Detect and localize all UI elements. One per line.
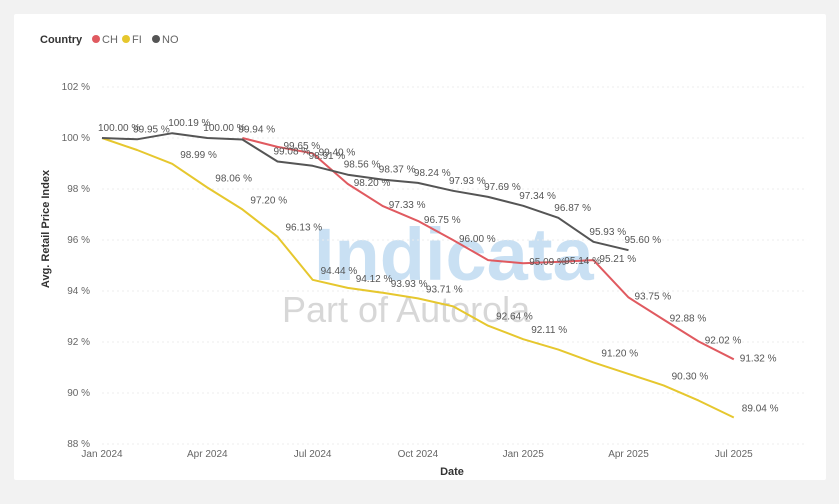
legend-label-fi[interactable]: FI	[132, 34, 142, 46]
y-tick-label: 88 %	[67, 439, 90, 450]
x-tick-label: Jul 2025	[715, 449, 753, 460]
x-tick-label: Apr 2025	[608, 449, 649, 460]
data-label-fi: 94.12 %	[356, 274, 393, 285]
legend-marker-fi[interactable]	[122, 35, 130, 43]
data-label-fi: 98.06 %	[215, 173, 252, 184]
data-label-no: 98.24 %	[414, 168, 451, 179]
series-line-fi[interactable]	[101, 137, 735, 419]
gridlines	[102, 86, 804, 445]
data-label-no: 99.94 %	[238, 125, 275, 136]
data-label-ch: 95.14 %	[564, 256, 601, 267]
data-label-fi: 94.44 %	[321, 266, 358, 277]
y-tick-label: 90 %	[67, 388, 90, 399]
data-label-ch: 99.40 %	[319, 147, 356, 158]
x-tick-label: Jul 2024	[294, 449, 332, 460]
data-label-ch: 95.21 %	[599, 254, 636, 265]
y-axis-title: Avg. Retail Price Index	[40, 169, 52, 288]
watermark-tagline: Part of Autorola	[282, 289, 531, 330]
data-label-no: 97.34 %	[519, 191, 556, 202]
data-label-fi: 98.99 %	[180, 150, 217, 161]
data-label-no: 98.37 %	[379, 165, 416, 176]
watermark-brand: Indicata	[314, 213, 594, 296]
data-label-no: 95.60 %	[625, 235, 662, 246]
data-label-ch: 92.88 %	[670, 314, 707, 325]
data-label-fi: 93.71 %	[426, 284, 463, 295]
data-label-fi: 91.20 %	[601, 348, 638, 359]
x-tick-label: Jan 2024	[81, 449, 123, 460]
y-tick-label: 100 %	[62, 133, 90, 144]
data-label-fi: 92.11 %	[531, 325, 567, 336]
y-tick-label: 96 %	[67, 235, 90, 246]
x-axis-title: Date	[440, 466, 464, 478]
data-label-ch: 93.75 %	[635, 291, 672, 302]
data-label-ch: 92.02 %	[705, 335, 742, 346]
legend-marker-ch[interactable]	[92, 35, 100, 43]
data-label-ch: 98.20 %	[354, 178, 391, 189]
legend-title: Country	[40, 34, 83, 46]
data-label-fi: 97.20 %	[250, 195, 287, 206]
data-label-ch: 91.32 %	[740, 353, 777, 364]
data-label-no: 99.08 %	[274, 146, 311, 157]
data-label-fi: 90.30 %	[672, 371, 709, 382]
data-label-ch: 96.00 %	[459, 234, 496, 245]
x-tick-label: Oct 2024	[398, 449, 439, 460]
data-label-no: 100.00 %	[203, 123, 245, 134]
chart-card: Indicata Part of Autorola Country CH FI NO…	[14, 14, 826, 480]
data-labels: 99.65 %99.40 % 98.20 % 97.33 % 96.75 % 96.00…	[98, 118, 779, 414]
data-label-fi: 89.04 %	[742, 403, 779, 414]
y-tick-label: 92 %	[67, 337, 90, 348]
x-tick-label: Jan 2025	[503, 449, 545, 460]
data-label-ch: 96.75 %	[424, 215, 461, 226]
x-axis: Jan 2024 Apr 2024 Jul 2024 Oct 2024 Jan 2025…	[81, 449, 753, 460]
series-line-no[interactable]	[101, 132, 629, 252]
data-label-fi: 92.64 %	[496, 312, 533, 323]
data-label-fi: 93.93 %	[391, 279, 428, 290]
data-label-no: 96.87 %	[554, 203, 591, 214]
data-label-ch: 95.09 %	[529, 257, 566, 268]
data-label-no: 95.93 %	[589, 227, 626, 238]
series-lines	[101, 132, 735, 419]
legend: Country CH FI NO	[40, 34, 179, 46]
legend-label-ch[interactable]: CH	[102, 34, 118, 46]
data-label-no: 98.56 %	[344, 160, 381, 171]
data-label-fi: 96.13 %	[286, 223, 323, 234]
data-label-ch: 99.65 %	[284, 141, 321, 152]
data-label-no: 98.91 %	[309, 151, 346, 162]
series-line-ch[interactable]	[242, 137, 735, 361]
y-tick-label: 98 %	[67, 184, 90, 195]
y-tick-label: 94 %	[67, 286, 90, 297]
x-tick-label: Apr 2024	[187, 449, 228, 460]
y-tick-label: 102 %	[62, 82, 90, 93]
legend-label-no[interactable]: NO	[162, 34, 179, 46]
y-axis: 88 % 90 % 92 % 94 % 96 % 98 % 100 % 102 %	[62, 82, 90, 450]
legend-marker-no[interactable]	[152, 35, 160, 43]
data-label-no: 97.69 %	[484, 182, 521, 193]
data-label-no: 99.95 %	[133, 124, 170, 135]
data-label-ch: 97.33 %	[389, 200, 426, 211]
line-chart: Indicata Part of Autorola Country CH FI NO…	[40, 34, 804, 478]
data-label-no: 100.00 %	[98, 123, 140, 134]
data-label-no: 97.93 %	[449, 176, 486, 187]
data-label-no: 100.19 %	[168, 118, 210, 129]
watermark: Indicata Part of Autorola	[282, 213, 594, 330]
